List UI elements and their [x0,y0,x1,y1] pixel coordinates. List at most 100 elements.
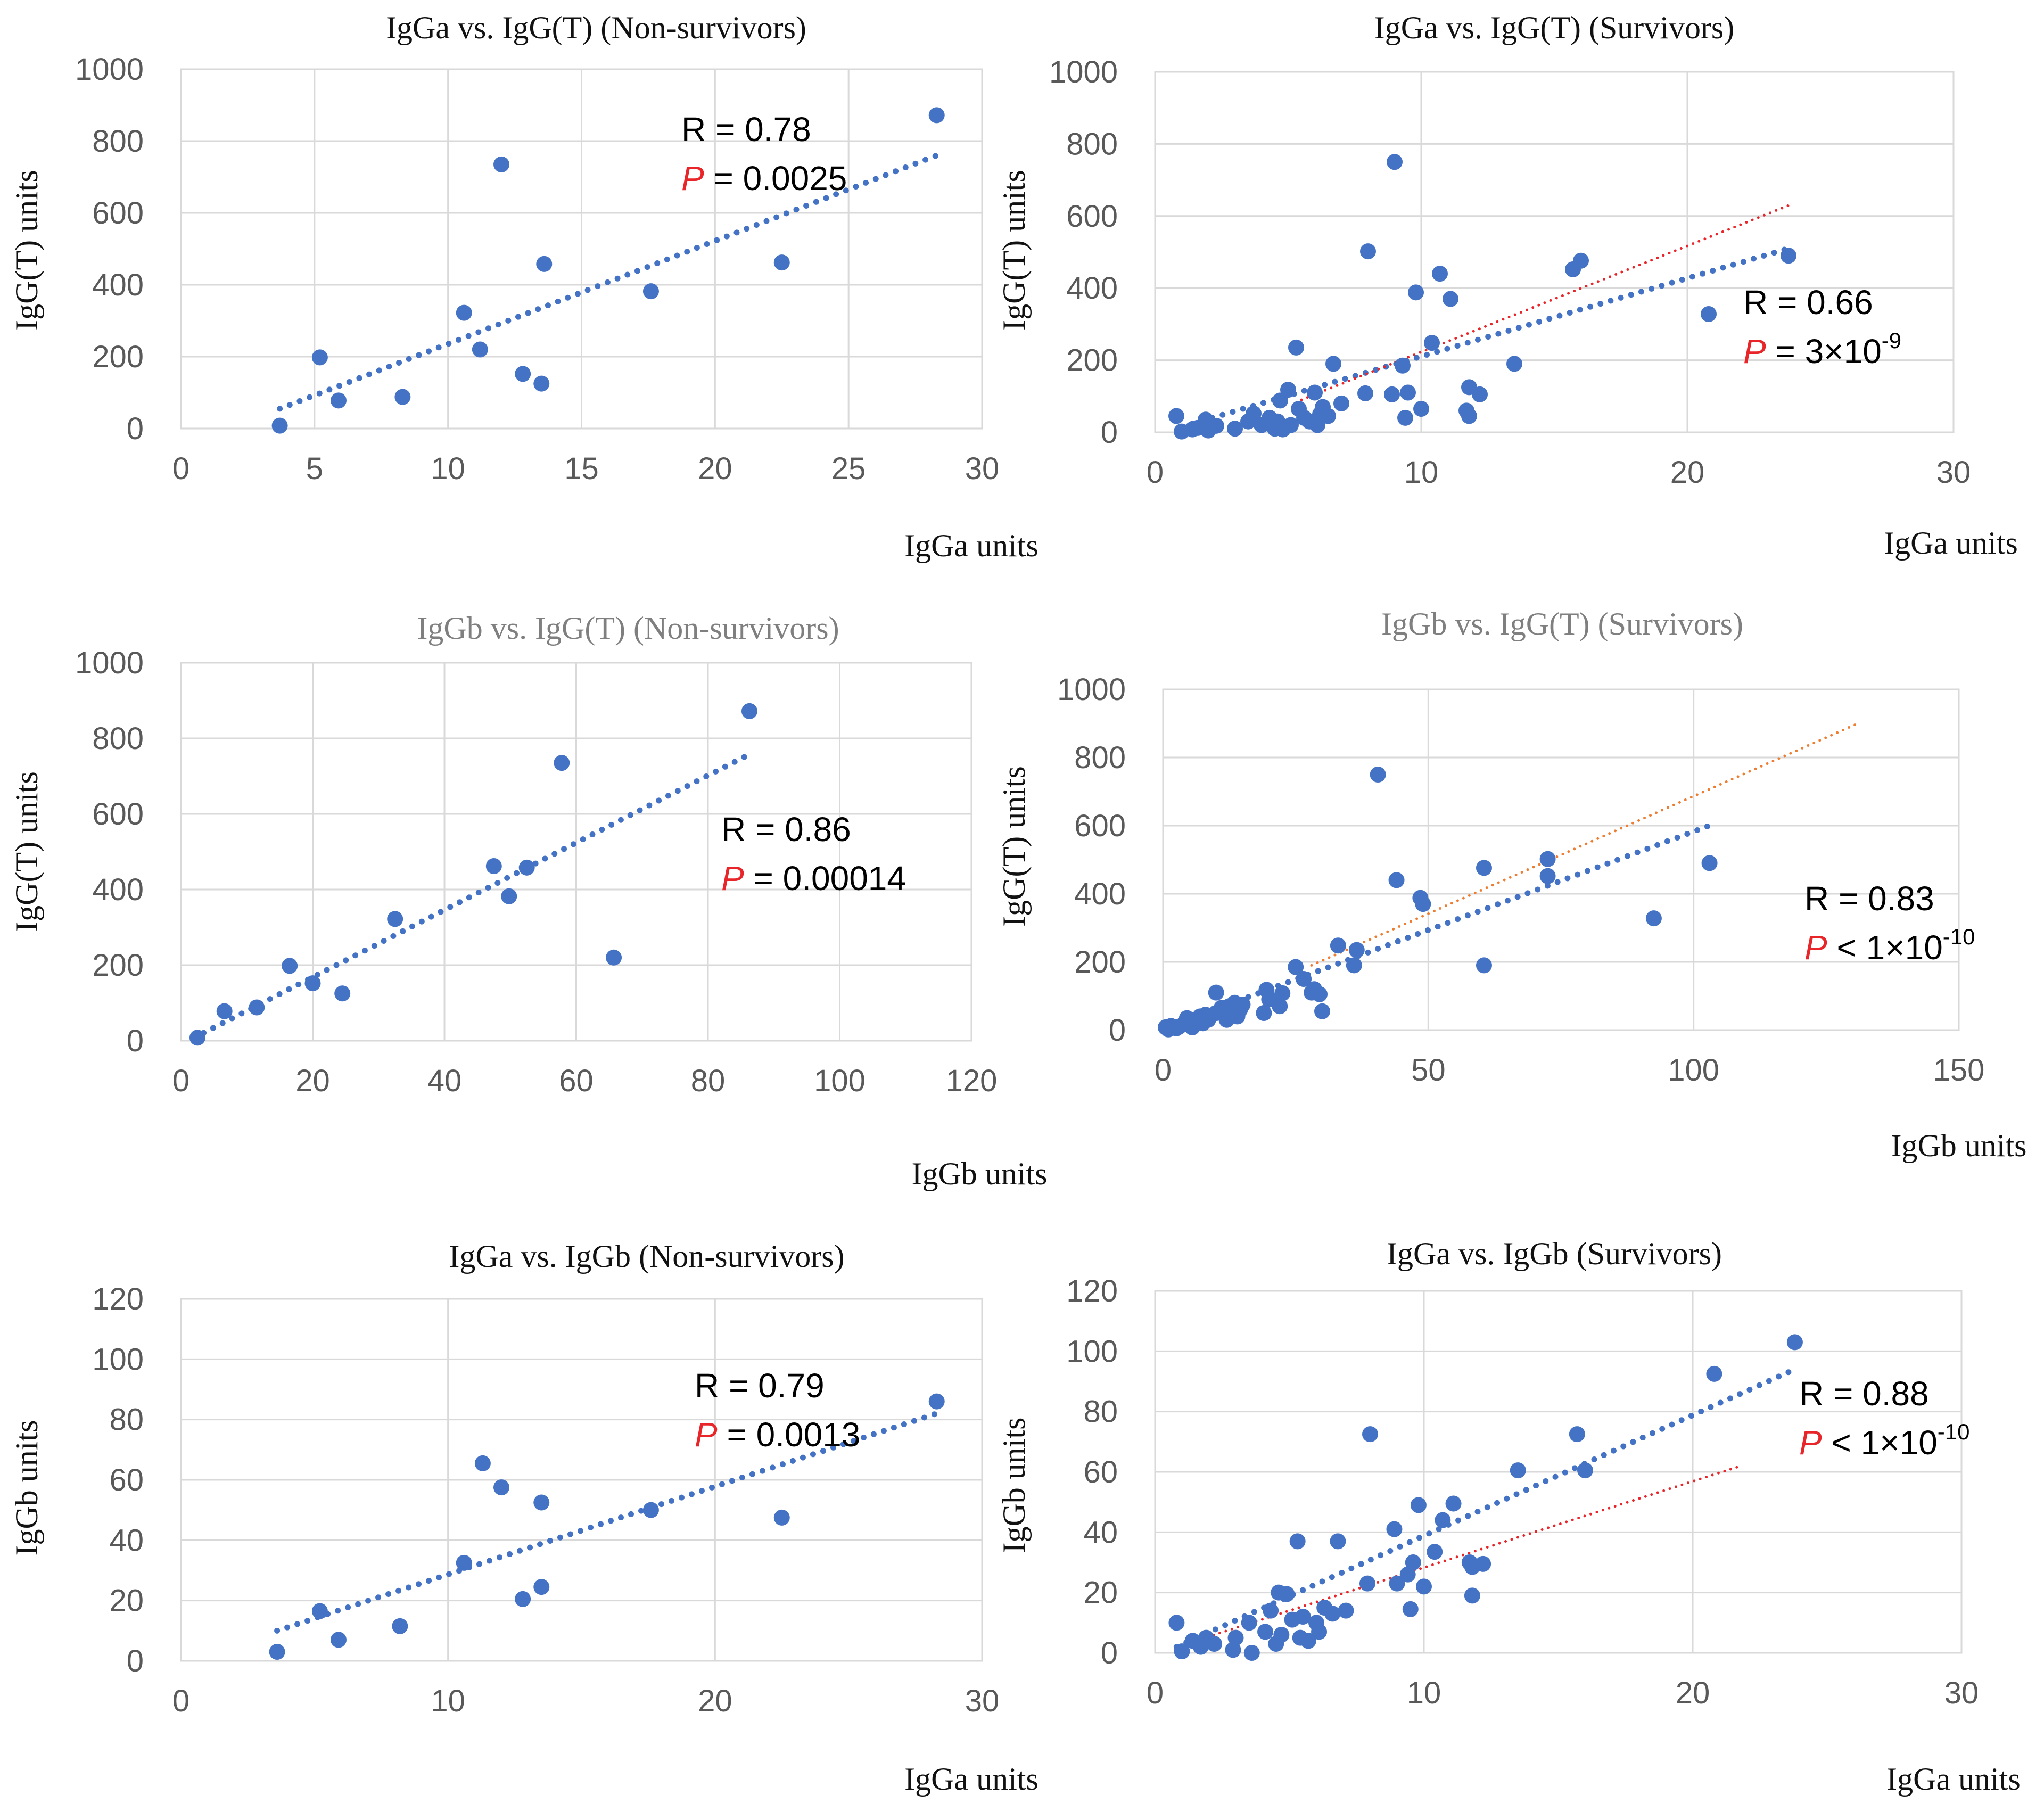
data-point [1413,400,1429,417]
p-symbol: P [721,859,744,898]
p-value-text: < 1×10 [1827,928,1943,967]
chart-title: IgGa vs. IgGb (Survivors) [1387,1236,1722,1271]
data-point [1348,942,1365,958]
data-point [311,349,328,366]
data-point [606,949,622,966]
x-tick-label: 0 [172,1684,189,1718]
data-point [1397,409,1413,426]
y-tick-label: 20 [1083,1576,1118,1610]
data-point [1472,386,1488,402]
data-point [304,975,321,992]
data-point [249,999,265,1016]
data-point [394,389,411,405]
x-tick-label: 30 [1936,455,1971,490]
x-tick-label: 80 [691,1064,726,1098]
x-tick-label: 10 [1404,455,1439,490]
y-tick-label: 100 [92,1342,144,1377]
data-point [642,283,659,300]
data-point [1786,1334,1803,1351]
data-point [1208,984,1224,1001]
chart-panel-4: 0 50 100 150 0 200 400 600 800 1000 IgGb vs. IgG(T… [996,606,2027,1163]
data-point [554,755,570,771]
y-tick-label: 120 [92,1282,144,1316]
y-tick-label: 800 [92,721,144,756]
data-point [1295,1609,1311,1625]
data-point [1706,1365,1722,1382]
y-tick-label: 1000 [1049,55,1118,89]
data-point [1246,405,1262,422]
x-tick-label: 20 [1676,1676,1710,1710]
data-point [1227,421,1243,437]
p-exponent: -9 [1882,328,1901,353]
data-point [1416,1578,1432,1595]
p-symbol: P [1804,928,1827,967]
data-point [1415,896,1431,912]
x-tick-label: 150 [1933,1053,1985,1088]
data-point [1539,868,1556,884]
data-point [1701,306,1717,322]
data-point [1320,408,1336,424]
data-point [1274,985,1291,1001]
data-point [1402,1601,1419,1617]
correlation-r: R = 0.83 [1804,879,1934,918]
data-point [1346,957,1362,974]
y-axis-label: IgG(T) units [9,771,44,932]
data-point [1227,1629,1244,1646]
data-point [1569,1426,1585,1443]
p-symbol: P [1743,332,1766,371]
data-point [1577,1462,1593,1479]
data-point [1272,998,1288,1015]
data-point [1283,417,1299,433]
y-tick-label: 400 [92,268,144,302]
data-point [472,341,488,358]
plot-area [1154,71,1955,433]
data-point [1424,335,1440,351]
data-point [1389,1575,1405,1592]
data-point [1400,384,1416,401]
y-tick-label: 800 [1074,740,1126,775]
data-point [1539,851,1556,867]
reference-trendline [1300,202,1795,401]
x-tick-label: 15 [564,451,599,486]
data-point [1307,384,1323,401]
x-axis-label: IgGb units [912,1156,1048,1191]
y-tick-label: 1000 [75,52,144,87]
data-point [1388,872,1405,888]
data-point [1387,154,1403,170]
data-point [1461,408,1477,424]
x-tick-label: 10 [431,1684,465,1718]
data-point [1386,1521,1403,1537]
data-point [1432,266,1448,282]
chart-title: IgGa vs. IgGb (Non-survivors) [449,1239,844,1274]
x-tick-label: 30 [1944,1676,1979,1710]
data-point [515,1591,531,1607]
data-point [1359,1575,1375,1592]
trendline [1165,822,1713,1030]
p-exponent: -10 [1938,1419,1970,1444]
data-point [1241,1615,1257,1631]
data-point [536,256,553,272]
y-tick-label: 40 [1083,1515,1118,1550]
y-axis-label: IgGb units [996,1418,1032,1553]
data-point [1510,1462,1526,1479]
trendline [191,752,751,1041]
x-tick-label: 0 [1147,1676,1164,1710]
data-point [1325,356,1341,372]
y-tick-label: 600 [1074,809,1126,843]
data-point [456,304,472,321]
data-point [1296,971,1312,987]
x-axis-label: IgGb units [1891,1128,2027,1163]
x-tick-label: 5 [306,451,323,486]
data-point [1243,1645,1260,1661]
data-point [485,858,502,874]
y-tick-label: 800 [1066,127,1118,161]
data-point [1435,1512,1451,1528]
trendline [277,152,940,412]
y-tick-label: 100 [1066,1334,1118,1369]
data-point [773,1509,790,1526]
x-tick-label: 20 [698,451,732,486]
data-point [392,1618,408,1634]
y-tick-label: 120 [1066,1274,1118,1308]
data-point [533,1494,550,1511]
